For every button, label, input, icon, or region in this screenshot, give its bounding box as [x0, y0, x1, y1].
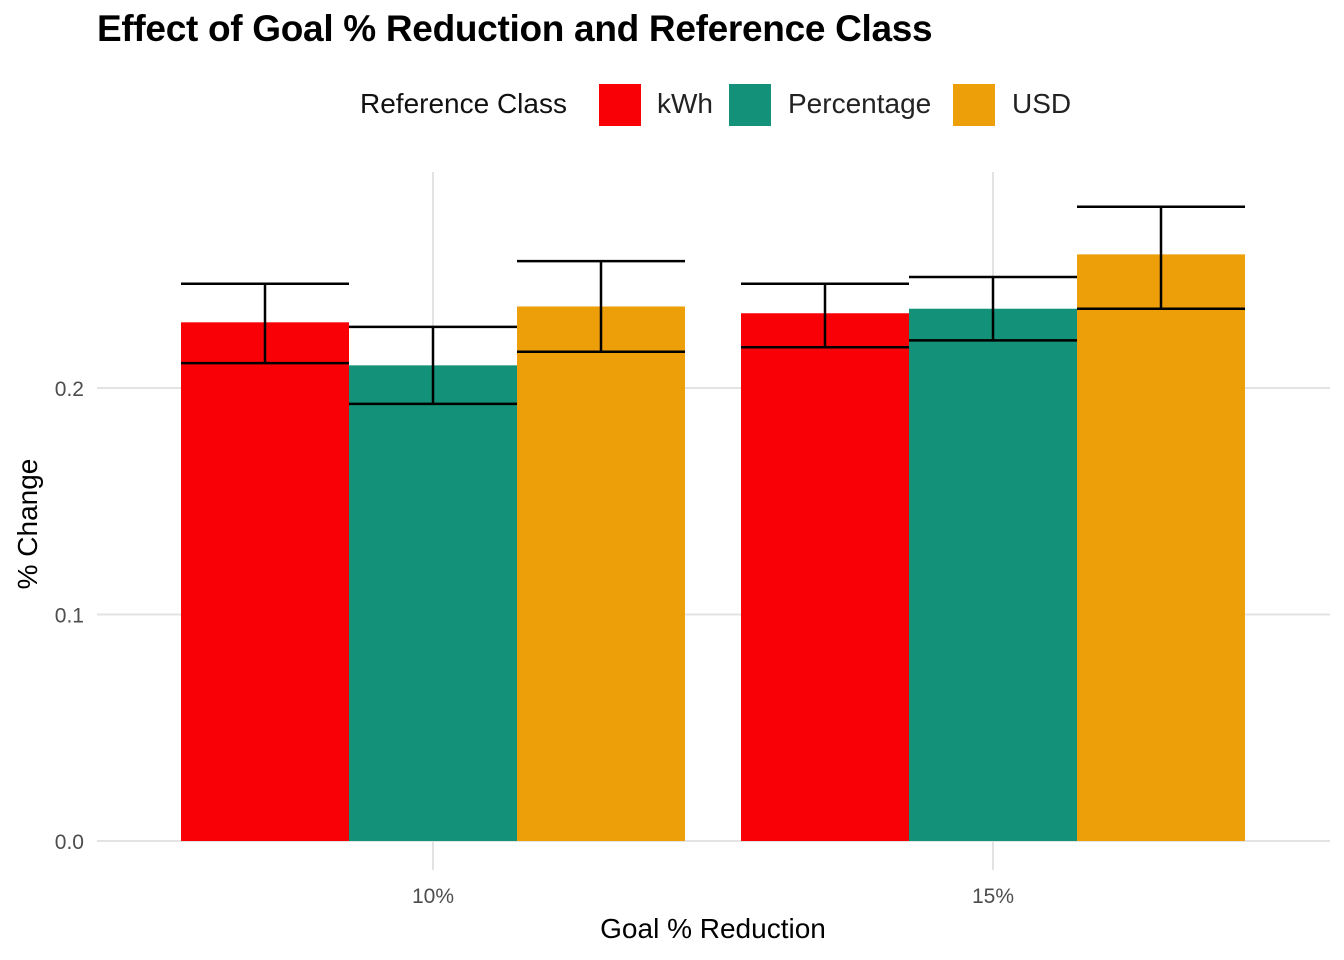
- y-tick-label: 0.0: [55, 831, 84, 854]
- y-tick-label: 0.1: [55, 605, 84, 628]
- legend-label-percentage: Percentage: [788, 88, 932, 119]
- legend-key-kwh: [599, 84, 641, 126]
- y-tick-label: 0.2: [55, 378, 84, 401]
- bar-usd-1: [1077, 254, 1245, 842]
- chart-title: Effect of Goal % Reduction and Reference…: [97, 8, 933, 49]
- legend-title: Reference Class: [360, 88, 567, 119]
- bar-percentage-0: [349, 365, 517, 841]
- bar-percentage-1: [909, 308, 1077, 842]
- legend-label-usd: USD: [1012, 88, 1072, 119]
- legend-label-kwh: kWh: [657, 88, 713, 119]
- x-axis-title: Goal % Reduction: [600, 913, 826, 944]
- legend-key-usd: [953, 84, 995, 126]
- x-tick-label: 15%: [972, 885, 1014, 908]
- bar-kwh-0: [181, 322, 349, 841]
- y-axis-title: % Change: [12, 459, 43, 590]
- x-tick-label: 10%: [412, 885, 454, 908]
- bar-kwh-1: [741, 313, 909, 841]
- legend-key-percentage: [729, 84, 771, 126]
- bar-usd-0: [517, 306, 685, 842]
